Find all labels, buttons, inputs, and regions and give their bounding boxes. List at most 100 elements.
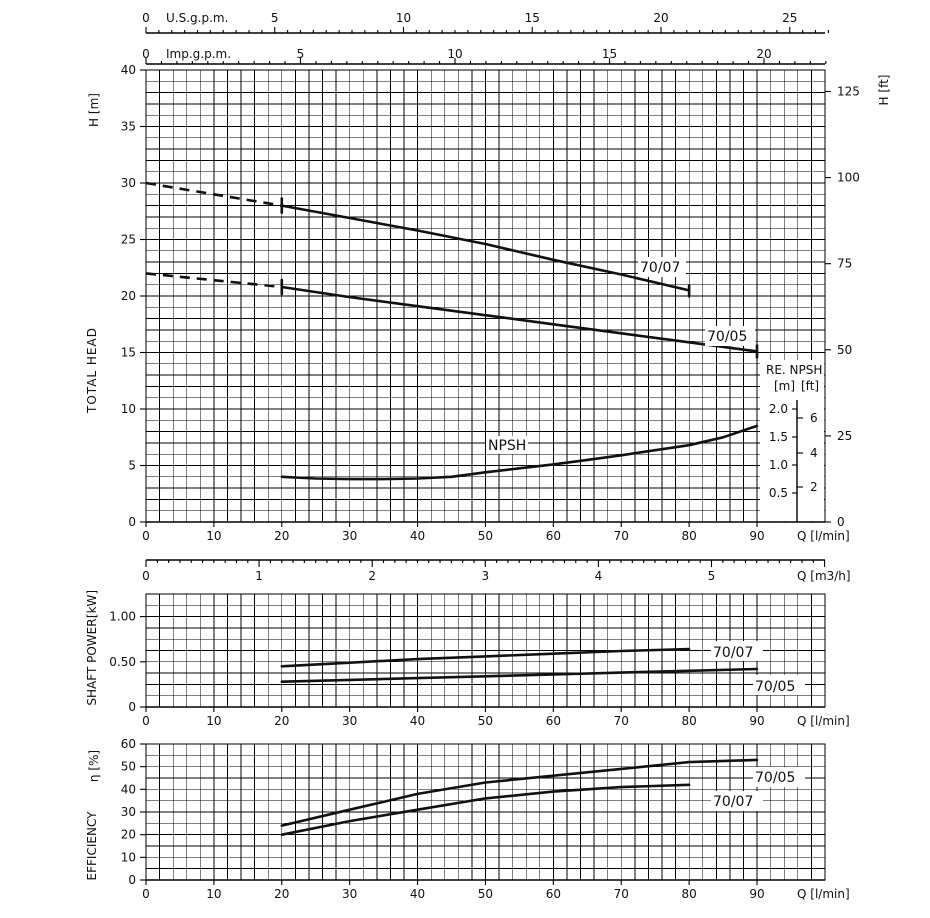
m3h-tick-label: 3 (481, 569, 489, 583)
m3h-axis-label: Q [m3/h] (797, 569, 851, 583)
usgpm-tick-label: 5 (271, 11, 279, 25)
efficiency-ytick-label: 60 (121, 737, 136, 751)
head-ft-tick-label: 125 (837, 84, 860, 98)
impgpm-tick-label: 20 (756, 47, 771, 61)
power-ytick-label: 1.00 (109, 610, 136, 624)
m3h-tick-label: 4 (595, 569, 603, 583)
impgpm-tick-label: 15 (602, 47, 617, 61)
curve-70-05-label: 70/05 (707, 329, 747, 345)
power-q-axis-tick-label: 30 (342, 714, 357, 728)
efficiency-y-unit-label: η [%] (87, 750, 101, 782)
head-ytick-label: 35 (121, 120, 136, 134)
head-ytick-label: 30 (121, 176, 136, 190)
power-curve-70-05 (280, 667, 759, 683)
head-q-axis-tick-label: 0 (142, 529, 150, 543)
npsh-ft-tick-label: 4 (810, 446, 818, 460)
efficiency-q-axis-tick-label: 80 (681, 887, 696, 901)
efficiency-q-axis-tick-label: 40 (410, 887, 425, 901)
curve-npsh (280, 424, 759, 481)
head-q-axis-tick-label: 20 (274, 529, 289, 543)
power-curve-70-07 (280, 647, 691, 668)
impgpm-axis-label: Imp.g.p.m. (166, 47, 231, 61)
head-q-axis-tick-label: 30 (342, 529, 357, 543)
power-q-axis-tick-label: 60 (546, 714, 561, 728)
efficiency-curve-70-07 (280, 783, 691, 836)
m3h-tick-label: 1 (255, 569, 263, 583)
power-q-axis-label: Q [l/min] (797, 714, 850, 728)
head-ft-tick-label: 25 (837, 429, 852, 443)
efficiency-q-axis-tick-label: 0 (142, 887, 150, 901)
npsh-ft-tick-label: 6 (810, 411, 818, 425)
head-ft-tick-label: 0 (837, 515, 845, 529)
head-ytick-label: 5 (128, 459, 136, 473)
label-bg (711, 791, 763, 811)
head-q-axis-tick-label: 50 (478, 529, 493, 543)
head-ytick-label: 25 (121, 233, 136, 247)
efficiency-curve-70-05 (280, 758, 759, 827)
head-q-axis-tick-label: 80 (681, 529, 696, 543)
label-bg (486, 436, 528, 454)
head-ft-tick-label: 100 (837, 171, 860, 185)
head-q-axis-tick-label: 60 (546, 529, 561, 543)
npsh-m-tick-label: 0.5 (769, 486, 788, 500)
impgpm-tick-label: 0 (142, 47, 150, 61)
usgpm-tick-label: 0 (142, 11, 150, 25)
power-q-axis-tick-label: 90 (749, 714, 764, 728)
efficiency-ytick-label: 10 (121, 850, 136, 864)
curve-70-07-label: 70/07 (640, 260, 680, 276)
efficiency-grid (145, 743, 826, 881)
power-q-axis-tick-label: 10 (206, 714, 221, 728)
m3h-tick-label: 5 (708, 569, 716, 583)
efficiency-ytick-label: 0 (128, 873, 136, 887)
efficiency-ytick-label: 50 (121, 760, 136, 774)
label-bg (753, 767, 805, 787)
usgpm-tick-label: 25 (782, 11, 797, 25)
curve-70-05 (280, 285, 759, 353)
efficiency-q-axis-tick-label: 30 (342, 887, 357, 901)
head-ytick-label: 40 (121, 63, 136, 77)
m3h-tick-label: 0 (142, 569, 150, 583)
head-q-axis-label: Q [l/min] (797, 529, 850, 543)
head-grid (145, 69, 826, 523)
power-ytick-label: 0.50 (109, 655, 136, 669)
head-ft-tick-label: 50 (837, 343, 852, 357)
npsh-inset-bg (760, 360, 824, 521)
npsh-m-tick-label: 2.0 (769, 402, 788, 416)
efficiency-q-axis-tick-label: 10 (206, 887, 221, 901)
efficiency-q-axis-tick-label: 90 (749, 887, 764, 901)
label-bg (753, 675, 805, 695)
usgpm-axis-label: U.S.g.p.m. (166, 11, 228, 25)
power-q-axis-tick-label: 40 (410, 714, 425, 728)
curve-npsh-label: NPSH (488, 438, 526, 454)
efficiency-y-title: EFFICIENCY (85, 811, 99, 881)
efficiency-ytick-label: 40 (121, 782, 136, 796)
head-ytick-label: 20 (121, 289, 136, 303)
power-y-unit-label: [kW] (85, 590, 99, 618)
efficiency-q-axis-tick-label: 50 (478, 887, 493, 901)
curve-70-05-extrapolated (145, 272, 282, 289)
head-q-axis-tick-label: 90 (749, 529, 764, 543)
head-y-unit-label: H [m] (87, 93, 101, 127)
power-q-axis-tick-label: 20 (274, 714, 289, 728)
head-q-axis-tick-label: 10 (206, 529, 221, 543)
power-q-axis-tick-label: 50 (478, 714, 493, 728)
power-curve-70-07-label: 70/07 (713, 645, 753, 661)
label-bg (705, 326, 755, 346)
npsh-m-tick-label: 1.0 (769, 458, 788, 472)
efficiency-ytick-label: 30 (121, 805, 136, 819)
power-q-axis-tick-label: 80 (681, 714, 696, 728)
impgpm-tick-label: 10 (447, 47, 462, 61)
npsh-ft-tick-label: 2 (810, 480, 818, 494)
efficiency-q-axis-tick-label: 60 (546, 887, 561, 901)
head-ft-tick-label: 75 (837, 257, 852, 271)
usgpm-tick-label: 15 (525, 11, 540, 25)
head-q-axis-tick-label: 70 (614, 529, 629, 543)
head-q-axis-tick-label: 40 (410, 529, 425, 543)
efficiency-q-axis-tick-label: 70 (614, 887, 629, 901)
npsh-m-tick-label: 1.5 (769, 430, 788, 444)
npsh-inset-title: RE. NPSH (766, 363, 822, 377)
efficiency-curve-70-07-label: 70/07 (713, 794, 753, 810)
power-q-axis-tick-label: 70 (614, 714, 629, 728)
